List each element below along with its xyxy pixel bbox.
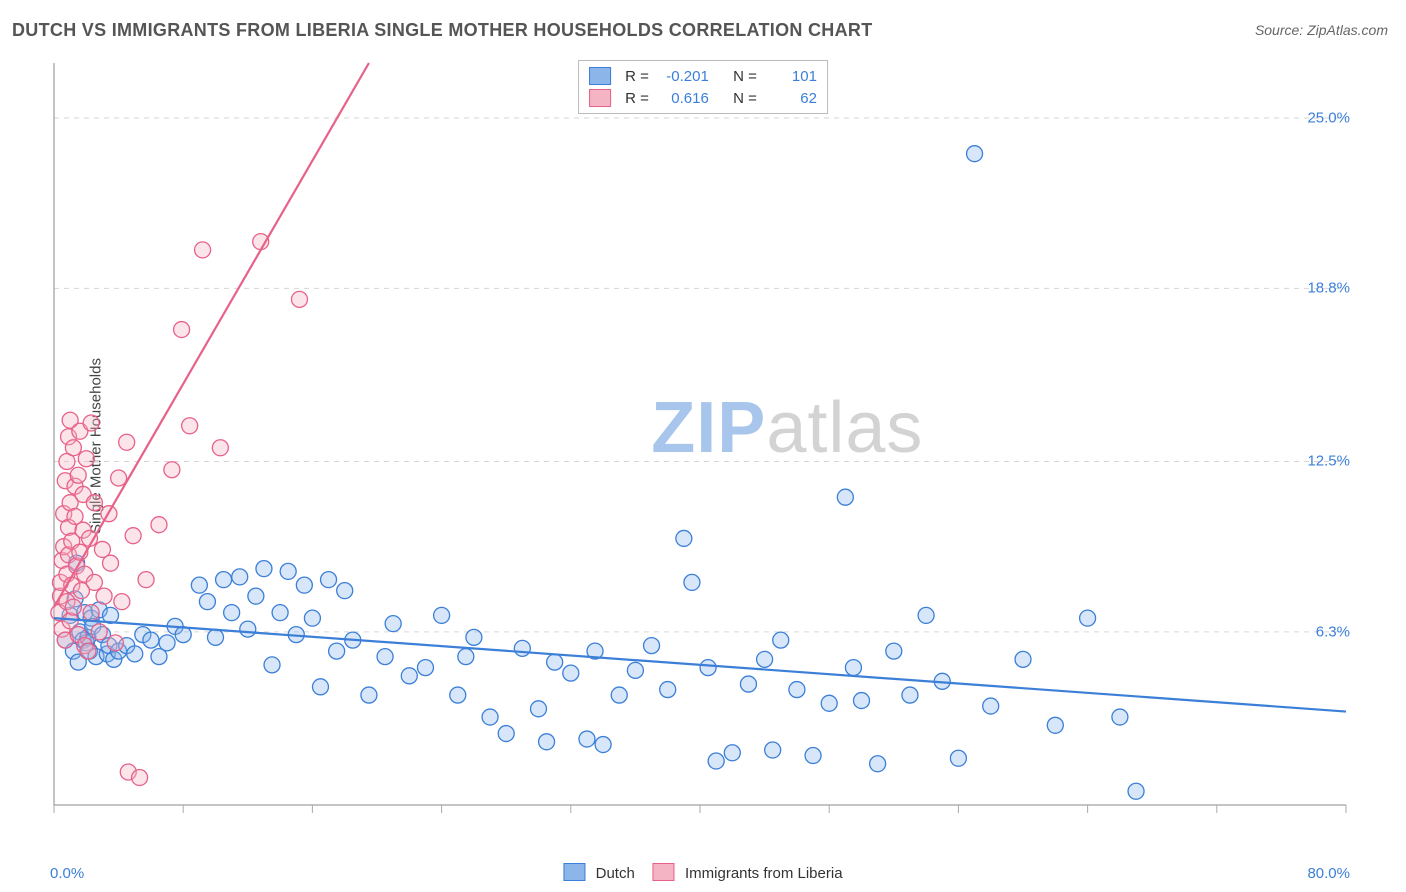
series-legend: Dutch Immigrants from Liberia [563, 863, 842, 882]
y-tick-label: 25.0% [1307, 109, 1350, 126]
swatch-liberia-icon [653, 863, 675, 881]
x-axis-min-label: 0.0% [50, 865, 84, 882]
swatch-dutch [589, 67, 611, 85]
legend-item-dutch: Dutch [563, 863, 634, 882]
source-attribution: Source: ZipAtlas.com [1255, 22, 1388, 38]
legend-row-dutch: R = -0.201 N = 101 [589, 65, 817, 87]
x-axis-max-label: 80.0% [1307, 865, 1350, 882]
y-tick-label: 6.3% [1316, 623, 1350, 640]
correlation-legend: R = -0.201 N = 101 R = 0.616 N = 62 [578, 60, 828, 114]
chart-title: DUTCH VS IMMIGRANTS FROM LIBERIA SINGLE … [12, 20, 872, 41]
legend-item-liberia: Immigrants from Liberia [653, 863, 843, 882]
y-tick-label: 12.5% [1307, 453, 1350, 470]
legend-row-liberia: R = 0.616 N = 62 [589, 87, 817, 109]
scatter-plot [50, 55, 1350, 835]
swatch-dutch-icon [563, 863, 585, 881]
y-tick-label: 18.8% [1307, 280, 1350, 297]
swatch-liberia [589, 89, 611, 107]
chart-svg [50, 55, 1350, 835]
